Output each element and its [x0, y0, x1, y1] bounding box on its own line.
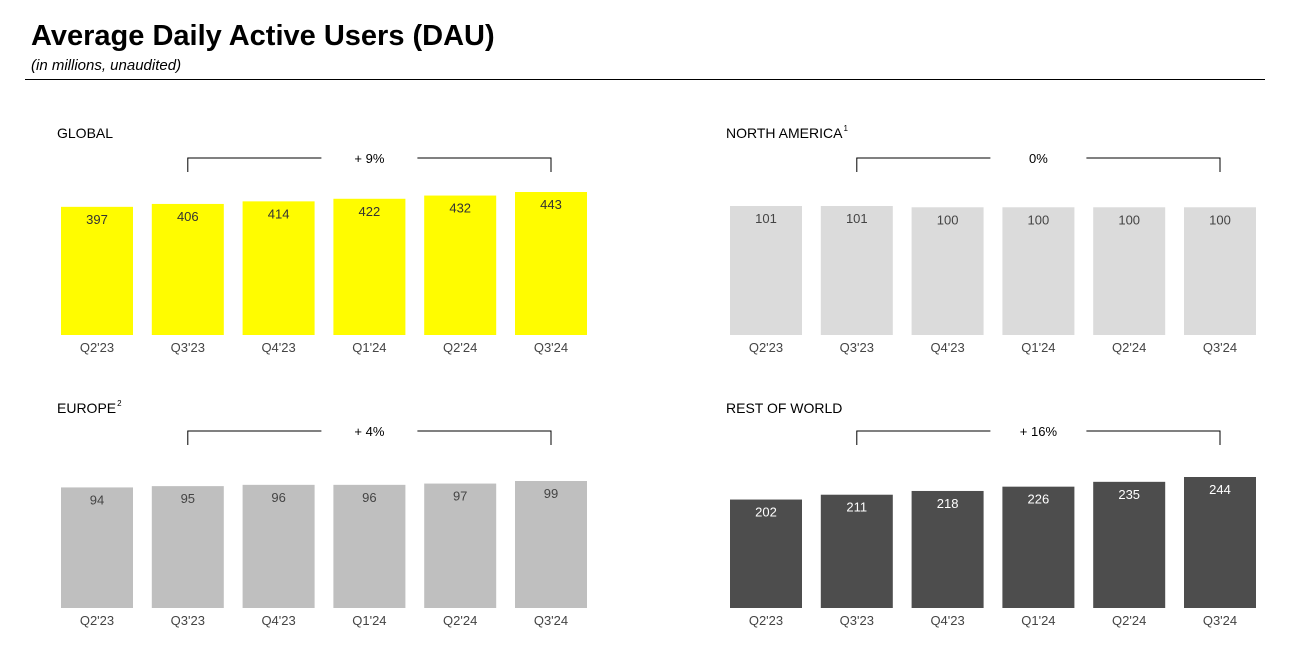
- global-value-label: 422: [359, 204, 381, 219]
- europe-category-label: Q4'23: [261, 613, 295, 628]
- global-bar: [242, 201, 315, 335]
- global-bar: [515, 192, 587, 335]
- europe-category-label: Q3'23: [171, 613, 205, 628]
- rest-of-world-bar: [1002, 486, 1075, 608]
- north-america-bar: [1002, 207, 1075, 335]
- north-america-value-label: 100: [1118, 212, 1140, 227]
- rest-of-world-bar: [1093, 481, 1166, 608]
- europe-bar: [151, 486, 224, 608]
- north-america-value-label: 101: [846, 211, 868, 226]
- north-america-bar: [820, 206, 893, 335]
- global-value-label: 397: [86, 212, 108, 227]
- rest-of-world-value-label: 244: [1209, 482, 1231, 497]
- europe-bar: [61, 487, 133, 608]
- global-value-label: 432: [449, 201, 471, 216]
- north-america-bar: [911, 207, 984, 335]
- north-america-growth-bracket: [856, 157, 1221, 172]
- global-category-label: Q3'23: [171, 340, 205, 355]
- europe-value-label: 99: [544, 486, 558, 501]
- rest-of-world-category-label: Q3'24: [1203, 613, 1237, 628]
- europe-title-footnote: 2: [117, 399, 122, 408]
- rest-of-world-value-label: 211: [846, 500, 867, 515]
- north-america-value-label: 100: [1028, 212, 1050, 227]
- global-bar: [61, 206, 133, 335]
- page-subtitle: (in millions, unaudited): [31, 57, 182, 74]
- rest-of-world-bar: [730, 499, 802, 608]
- global-panel: GLOBAL 397 Q2'23 406 Q3'23 414 Q4'23 422 Q1'24 43…: [57, 125, 587, 355]
- rest-of-world-bar: [1184, 477, 1256, 608]
- rest-of-world-category-label: Q2'23: [749, 613, 783, 628]
- europe-category-label: Q3'24: [534, 613, 568, 628]
- rest-of-world-bar: [911, 490, 984, 608]
- global-value-label: 406: [177, 209, 199, 224]
- rest-of-world-category-label: Q4'23: [930, 613, 964, 628]
- europe-growth-bracket: [187, 430, 552, 445]
- north-america-category-label: Q4'23: [930, 340, 964, 355]
- rest-of-world-category-label: Q1'24: [1021, 613, 1055, 628]
- north-america-value-label: 101: [755, 211, 777, 226]
- north-america-title-footnote: 1: [843, 124, 848, 133]
- global-category-label: Q1'24: [352, 340, 386, 355]
- rest-of-world-value-label: 202: [755, 505, 777, 520]
- global-category-label: Q4'23: [261, 340, 295, 355]
- rest-of-world-growth-bracket: [856, 430, 1221, 445]
- global-title: GLOBAL: [57, 125, 113, 141]
- europe-category-label: Q1'24: [352, 613, 386, 628]
- europe-title: EUROPE: [57, 400, 116, 416]
- europe-bar: [515, 481, 587, 608]
- europe-value-label: 94: [90, 492, 104, 507]
- global-value-label: 443: [540, 197, 562, 212]
- rest-of-world-value-label: 235: [1118, 487, 1140, 502]
- global-category-label: Q2'23: [80, 340, 114, 355]
- global-bar: [424, 195, 497, 335]
- north-america-category-label: Q3'23: [840, 340, 874, 355]
- europe-category-label: Q2'24: [443, 613, 477, 628]
- title-divider: [25, 79, 1265, 80]
- rest-of-world-bar: [820, 494, 893, 608]
- rest-of-world-category-label: Q2'24: [1112, 613, 1146, 628]
- rest-of-world-value-label: 226: [1028, 492, 1050, 507]
- north-america-bar: [1184, 207, 1256, 335]
- europe-value-label: 97: [453, 489, 467, 504]
- global-category-label: Q3'24: [534, 340, 568, 355]
- europe-bar: [424, 483, 497, 608]
- north-america-value-label: 100: [937, 212, 959, 227]
- rest-of-world-category-label: Q3'23: [840, 613, 874, 628]
- rest-of-world-title: REST OF WORLD: [726, 400, 842, 416]
- global-growth-bracket: [187, 157, 552, 172]
- north-america-growth-label: 0%: [1029, 151, 1048, 166]
- global-bar: [333, 198, 406, 335]
- europe-bar: [333, 484, 406, 608]
- europe-value-label: 95: [181, 491, 195, 506]
- global-value-label: 414: [268, 206, 290, 221]
- europe-category-label: Q2'23: [80, 613, 114, 628]
- europe-value-label: 96: [271, 490, 285, 505]
- europe-growth-label: + 4%: [354, 424, 384, 439]
- rest-of-world-panel: REST OF WORLD 202 Q2'23 211 Q3'23 218 Q4'23 226…: [726, 400, 1256, 628]
- north-america-category-label: Q2'23: [749, 340, 783, 355]
- north-america-value-label: 100: [1209, 212, 1231, 227]
- europe-value-label: 96: [362, 490, 376, 505]
- page-title: Average Daily Active Users (DAU): [31, 20, 495, 52]
- europe-bar: [242, 484, 315, 608]
- global-growth-label: + 9%: [354, 151, 384, 166]
- north-america-category-label: Q3'24: [1203, 340, 1237, 355]
- rest-of-world-value-label: 218: [937, 496, 959, 511]
- north-america-category-label: Q1'24: [1021, 340, 1055, 355]
- north-america-title: NORTH AMERICA: [726, 125, 843, 141]
- rest-of-world-growth-label: + 16%: [1020, 424, 1058, 439]
- north-america-category-label: Q2'24: [1112, 340, 1146, 355]
- north-america-panel: NORTH AMERICA 1 101 Q2'23 101 Q3'23 100 Q4'23 10…: [726, 124, 1256, 355]
- global-category-label: Q2'24: [443, 340, 477, 355]
- europe-panel: EUROPE 2 94 Q2'23 95 Q3'23 96 Q4'23 96 Q1'24 97 Q2'…: [57, 399, 587, 628]
- north-america-bar: [1093, 207, 1166, 335]
- north-america-bar: [730, 206, 802, 335]
- global-bar: [151, 203, 224, 335]
